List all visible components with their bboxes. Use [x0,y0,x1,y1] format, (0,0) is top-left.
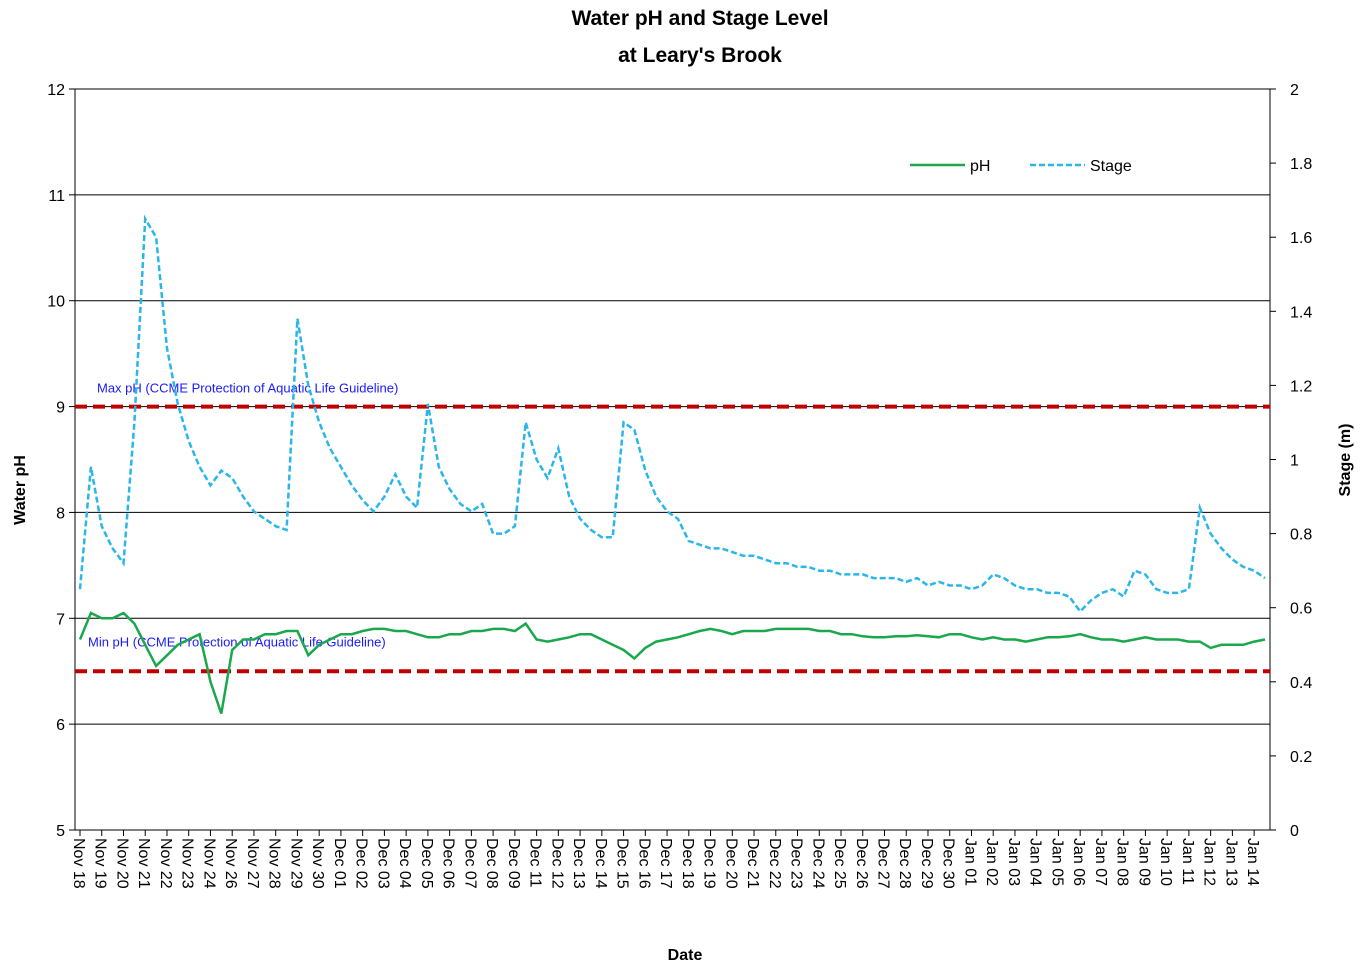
x-axis-title: Date [668,947,703,963]
reference-label: Max pH (CCME Protection of Aquatic Life … [97,381,398,396]
y-tick-label: 12 [47,82,65,99]
x-tick-label: Dec 28 [896,838,913,889]
x-tick-label: Dec 30 [940,838,957,889]
x-tick-label: Dec 23 [788,838,805,889]
x-tick-label: Nov 26 [222,838,239,889]
x-tick-label: Jan 04 [1027,838,1044,886]
series-line [78,214,1266,614]
x-tick-label: Nov 27 [244,838,261,889]
x-tick-label: Jan 02 [983,838,1000,886]
x-tick-label: Dec 09 [505,838,522,889]
x-tick-label: Dec 08 [483,838,500,889]
x-tick-label: Nov 22 [157,838,174,889]
legend-label: Stage [1090,158,1132,175]
x-tick-label: Dec 29 [918,838,935,889]
y2-tick-label: 1.6 [1290,230,1312,247]
x-tick-label: Dec 19 [701,838,718,889]
x-tick-label: Dec 14 [592,838,609,889]
y-tick-label: 11 [48,188,65,205]
x-tick-label: Dec 16 [635,838,652,889]
x-tick-label: Nov 20 [113,838,130,889]
y-tick-label: 7 [56,611,65,628]
x-tick-label: Jan 13 [1222,838,1239,886]
legend-label: pH [970,158,990,175]
x-tick-label: Nov 24 [200,838,217,889]
x-tick-label: Dec 26 [853,838,870,889]
y2-tick-label: 1 [1290,453,1299,470]
chart-title: at Leary's Brook [618,44,782,67]
x-tick-label: Dec 06 [440,838,457,889]
x-tick-label: Dec 17 [657,838,674,889]
y-tick-label: 6 [56,717,65,734]
y2-tick-label: 2 [1290,82,1299,99]
x-tick-label: Nov 18 [70,838,87,889]
y-tick-label: 9 [56,400,65,417]
y-axis-title: Water pH [12,455,29,525]
y2-axis-title: Stage (m) [1337,424,1354,497]
x-tick-label: Dec 11 [527,838,544,888]
y2-tick-label: 1.8 [1290,156,1312,173]
x-tick-label: Jan 12 [1201,838,1218,886]
x-tick-label: Dec 21 [744,838,761,889]
x-tick-label: Jan 14 [1244,838,1261,886]
reference-label: Min pH (CCME Protection of Aquatic Life … [88,634,386,649]
x-tick-label: Dec 25 [831,838,848,889]
plot-frame [74,88,1271,831]
x-tick-label: Dec 15 [614,838,631,889]
x-tick-label: Dec 05 [418,838,435,889]
y2-tick-label: 0.6 [1290,601,1312,618]
chart-title: Water pH and Stage Level [571,7,828,30]
y2-tick-label: 0 [1290,823,1299,840]
x-tick-label: Jan 06 [1070,838,1087,886]
y2-tick-label: 0.2 [1290,749,1312,766]
x-tick-label: Dec 18 [679,838,696,889]
x-tick-label: Dec 24 [809,838,826,889]
x-tick-label: Nov 28 [266,838,283,889]
x-tick-label: Dec 20 [722,838,739,889]
x-tick-label: Dec 07 [461,838,478,889]
x-tick-label: Jan 09 [1135,838,1152,886]
x-tick-label: Nov 23 [179,838,196,889]
x-tick-label: Dec 01 [331,838,348,889]
x-tick-label: Jan 11 [1179,838,1196,885]
y2-tick-label: 1.4 [1290,304,1312,321]
y2-tick-label: 1.2 [1290,378,1312,395]
series-line [78,611,1266,715]
x-tick-label: Jan 07 [1092,838,1109,886]
x-tick-label: Dec 22 [766,838,783,889]
x-tick-label: Jan 03 [1005,838,1022,886]
x-tick-label: Jan 01 [961,838,978,886]
y-tick-label: 10 [47,294,65,311]
x-tick-label: Dec 04 [396,838,413,889]
y-tick-label: 5 [56,823,65,840]
x-tick-label: Dec 27 [874,838,891,889]
x-tick-label: Jan 10 [1157,838,1174,886]
x-tick-label: Dec 13 [570,838,587,889]
x-tick-label: Nov 30 [309,838,326,889]
y-tick-label: 8 [56,505,65,522]
x-tick-label: Nov 29 [287,838,304,889]
y2-tick-label: 0.8 [1290,527,1312,544]
x-tick-label: Dec 02 [353,838,370,889]
x-tick-label: Dec 12 [548,838,565,889]
y2-tick-label: 0.4 [1290,675,1312,692]
x-tick-label: Nov 21 [135,838,152,889]
x-tick-label: Nov 19 [92,838,109,889]
x-tick-label: Jan 05 [1048,838,1065,886]
x-tick-label: Dec 03 [374,838,391,889]
x-tick-label: Jan 08 [1114,838,1131,886]
